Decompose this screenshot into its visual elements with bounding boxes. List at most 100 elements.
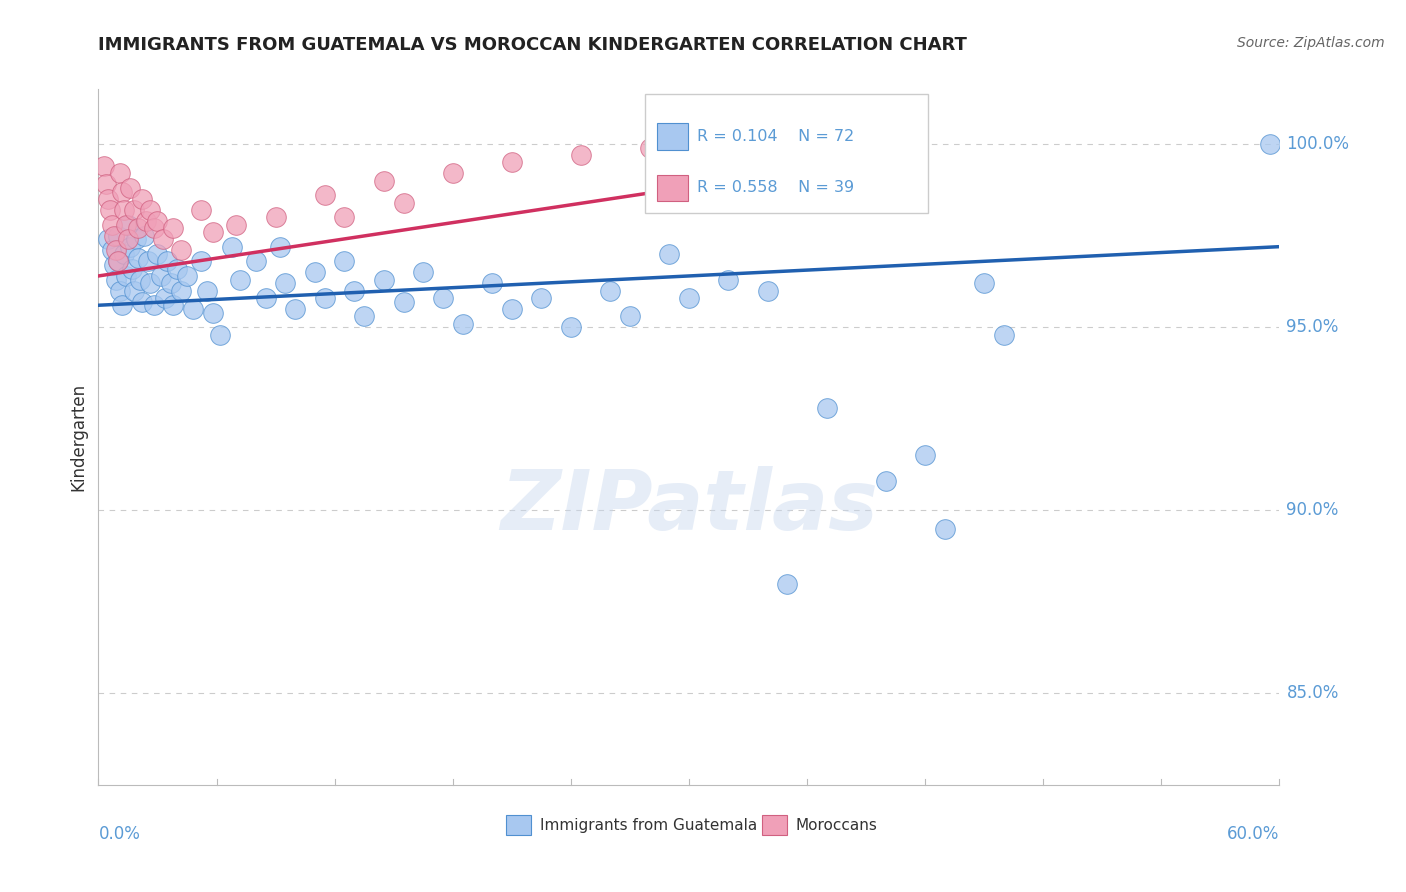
- Point: [221, 240, 243, 254]
- Point: [993, 327, 1015, 342]
- Point: [152, 232, 174, 246]
- Point: [284, 301, 307, 316]
- Point: [717, 272, 740, 286]
- Point: [934, 522, 956, 536]
- Text: IMMIGRANTS FROM GUATEMALA VS MOROCCAN KINDERGARTEN CORRELATION CHART: IMMIGRANTS FROM GUATEMALA VS MOROCCAN KI…: [98, 36, 967, 54]
- Point: [530, 291, 553, 305]
- Text: ZIPatlas: ZIPatlas: [501, 467, 877, 547]
- Point: [96, 178, 118, 192]
- Text: 90.0%: 90.0%: [1286, 501, 1339, 519]
- Point: [190, 254, 212, 268]
- Point: [127, 251, 149, 265]
- Point: [274, 277, 297, 291]
- Point: [599, 284, 621, 298]
- Point: [875, 474, 897, 488]
- Point: [501, 155, 523, 169]
- Point: [304, 265, 326, 279]
- Point: [569, 148, 592, 162]
- Text: 85.0%: 85.0%: [1286, 684, 1339, 702]
- Point: [105, 244, 128, 258]
- Point: [373, 272, 395, 286]
- Point: [314, 291, 336, 305]
- Point: [162, 298, 184, 312]
- Point: [638, 141, 661, 155]
- Point: [1258, 137, 1281, 152]
- Point: [776, 576, 799, 591]
- Point: [155, 291, 177, 305]
- Point: [264, 211, 287, 225]
- Point: [658, 247, 681, 261]
- Point: [914, 449, 936, 463]
- Point: [170, 244, 193, 258]
- Point: [122, 284, 145, 298]
- Point: [176, 268, 198, 283]
- Point: [501, 301, 523, 316]
- Point: [105, 272, 128, 286]
- Point: [142, 298, 165, 312]
- Text: R = 0.104    N = 72: R = 0.104 N = 72: [697, 128, 853, 144]
- Point: [131, 294, 153, 309]
- Point: [97, 232, 120, 246]
- Text: R = 0.558    N = 39: R = 0.558 N = 39: [697, 180, 853, 195]
- Point: [170, 284, 193, 298]
- Text: 0.0%: 0.0%: [98, 825, 141, 843]
- Text: 60.0%: 60.0%: [1227, 825, 1279, 843]
- Point: [481, 277, 503, 291]
- Point: [619, 310, 641, 324]
- Point: [138, 277, 160, 291]
- Point: [201, 225, 224, 239]
- Point: [107, 228, 129, 243]
- Point: [441, 166, 464, 180]
- Point: [117, 232, 139, 246]
- Point: [560, 320, 582, 334]
- Point: [195, 284, 218, 298]
- Point: [717, 152, 740, 166]
- Point: [112, 202, 135, 217]
- Point: [97, 192, 120, 206]
- Point: [127, 221, 149, 235]
- Point: [108, 284, 131, 298]
- Point: [115, 268, 138, 283]
- Point: [107, 254, 129, 268]
- Point: [108, 166, 131, 180]
- Point: [451, 317, 474, 331]
- Point: [112, 247, 135, 261]
- Text: 95.0%: 95.0%: [1286, 318, 1339, 336]
- Point: [115, 218, 138, 232]
- Point: [181, 301, 204, 316]
- Point: [138, 202, 160, 217]
- Point: [98, 202, 121, 217]
- Point: [142, 221, 165, 235]
- Point: [314, 188, 336, 202]
- Point: [93, 159, 115, 173]
- Point: [160, 277, 183, 291]
- Point: [118, 240, 141, 254]
- Point: [229, 272, 252, 286]
- Point: [796, 141, 818, 155]
- Point: [146, 214, 169, 228]
- Text: Moroccans: Moroccans: [796, 818, 877, 832]
- Point: [117, 218, 139, 232]
- Point: [136, 254, 159, 268]
- Point: [343, 284, 366, 298]
- Y-axis label: Kindergarten: Kindergarten: [69, 383, 87, 491]
- Point: [392, 195, 415, 210]
- Point: [135, 214, 157, 228]
- Point: [101, 244, 124, 258]
- Point: [146, 247, 169, 261]
- Point: [254, 291, 277, 305]
- Point: [245, 254, 267, 268]
- Point: [756, 284, 779, 298]
- Point: [128, 272, 150, 286]
- Point: [815, 401, 838, 415]
- Point: [101, 218, 124, 232]
- Point: [392, 294, 415, 309]
- Point: [156, 254, 179, 268]
- Point: [111, 298, 134, 312]
- Point: [432, 291, 454, 305]
- Point: [103, 258, 125, 272]
- Point: [166, 261, 188, 276]
- Point: [373, 174, 395, 188]
- Text: Immigrants from Guatemala: Immigrants from Guatemala: [540, 818, 758, 832]
- Point: [132, 228, 155, 243]
